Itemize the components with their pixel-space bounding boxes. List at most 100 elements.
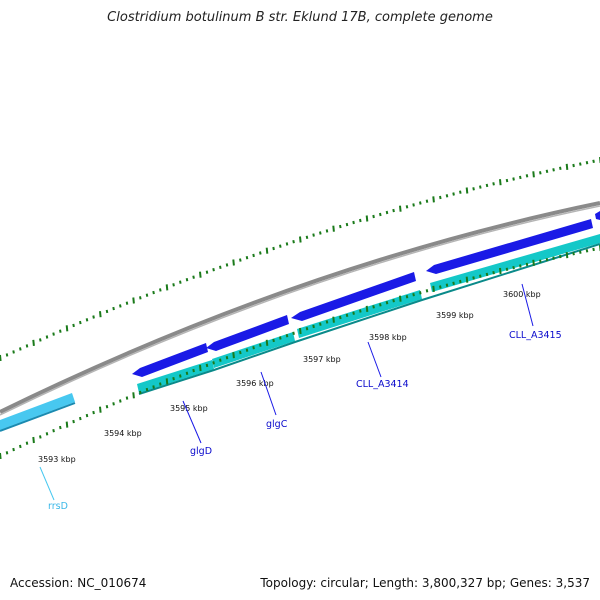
inner-tick-mark <box>132 392 135 399</box>
map-title: Clostridium botulinum B str. Eklund 17B,… <box>107 10 493 25</box>
rrna-features <box>0 393 76 432</box>
outer-tick-mark <box>545 169 549 173</box>
outer-tick-mark <box>445 194 449 198</box>
inner-tick-mark <box>0 452 2 460</box>
outer-tick-mark <box>492 182 495 186</box>
feature-glgC-forward[interactable] <box>206 315 289 351</box>
feature-cyan-4[interactable] <box>430 234 600 292</box>
outer-tick-mark <box>592 159 595 163</box>
inner-tick-mark <box>565 252 569 259</box>
inner-tick-mark <box>332 316 335 323</box>
inner-tick-mark <box>225 356 229 360</box>
outer-tick-mark <box>192 275 195 279</box>
feature-edge-forward[interactable] <box>595 211 600 220</box>
outer-tick-mark <box>72 323 75 328</box>
outer-tick-mark <box>52 332 55 336</box>
feature-CLL_A3415-forward[interactable] <box>426 219 593 274</box>
outer-tick-mark <box>252 253 255 258</box>
outer-tick-mark <box>379 212 382 217</box>
inner-tick-mark <box>105 405 109 409</box>
inner-tick-mark <box>479 274 482 278</box>
inner-tick-marks <box>0 245 600 460</box>
inner-tick-mark <box>119 399 122 403</box>
outer-tick-mark <box>539 171 542 175</box>
leader-glgC <box>260 371 277 416</box>
inner-tick-mark <box>385 301 389 305</box>
feature-glgD-forward[interactable] <box>132 343 208 377</box>
backbone-shadow <box>0 205 600 416</box>
inner-tick-mark <box>552 256 555 260</box>
outer-tick-mark <box>265 247 269 254</box>
gene-label-glgD[interactable]: glgD <box>190 446 212 457</box>
inner-tick-mark <box>239 350 242 355</box>
inner-tick-mark <box>492 271 495 275</box>
inner-tick-mark <box>539 259 542 263</box>
inner-tick-mark <box>345 313 349 317</box>
inner-tick-mark <box>32 436 35 444</box>
outer-tick-mark <box>125 301 129 305</box>
outer-tick-mark <box>259 251 262 255</box>
outer-tick-mark <box>279 244 282 248</box>
inner-tick-mark <box>485 272 489 277</box>
inner-tick-mark <box>452 281 455 285</box>
feature-cyan-3[interactable] <box>297 290 422 338</box>
gene-label-CLL_A3415[interactable]: CLL_A3415 <box>509 330 562 341</box>
outer-tick-mark <box>172 283 175 287</box>
inner-tick-mark <box>212 361 215 365</box>
outer-tick-mark <box>352 220 355 225</box>
forward-strand-features <box>132 211 600 377</box>
tick-label: 3596 kbp <box>236 379 274 388</box>
outer-tick-mark <box>579 162 582 166</box>
outer-tick-mark <box>185 278 189 282</box>
feature-rrsD[interactable] <box>0 393 75 430</box>
inner-tick-mark <box>92 410 95 415</box>
inner-tick-mark <box>559 254 562 259</box>
gene-label-glgC[interactable]: glgC <box>266 419 288 430</box>
inner-tick-mark <box>519 264 522 268</box>
outer-tick-mark <box>285 242 289 246</box>
outer-tick-mark <box>459 190 462 194</box>
outer-tick-mark <box>305 235 309 239</box>
feature-cyan-2[interactable] <box>212 332 295 368</box>
outer-tick-mark <box>399 205 402 212</box>
feature-cyan-1[interactable] <box>137 360 214 393</box>
gene-label-rrsD[interactable]: rrsD <box>48 501 68 512</box>
inner-tick-mark <box>339 315 342 320</box>
inner-tick-mark <box>472 276 475 280</box>
inner-tick-mark <box>305 327 309 331</box>
genome-backbone <box>0 201 600 414</box>
inner-tick-mark <box>5 451 9 455</box>
inner-tick-mark <box>65 421 69 428</box>
outer-tick-mark <box>532 171 535 178</box>
inner-tick-mark <box>299 327 302 335</box>
outer-tick-mark <box>199 271 202 278</box>
inner-tick-mark <box>499 267 502 275</box>
outer-tick-mark <box>245 256 249 260</box>
outer-tick-mark <box>465 187 469 194</box>
outer-tick-mark <box>132 297 135 304</box>
inner-tick-mark <box>185 371 189 375</box>
inner-tick-mark <box>285 334 289 338</box>
outer-tick-mark <box>339 224 342 229</box>
tick-label: 3595 kbp <box>170 404 208 413</box>
gene-label-CLL_A3414[interactable]: CLL_A3414 <box>356 379 409 390</box>
inner-tick-mark <box>59 425 62 430</box>
outer-tick-mark <box>412 203 415 207</box>
tick-label: 3599 kbp <box>436 311 474 320</box>
outer-tick-mark <box>425 199 429 203</box>
inner-tick-mark <box>172 377 175 381</box>
gene-labels: rrsD glgD glgC CLL_A3414 CLL_A3415 <box>48 330 562 512</box>
inner-tick-mark <box>45 432 49 436</box>
outer-tick-mark <box>419 201 422 205</box>
inner-tick-mark <box>365 305 369 312</box>
feature-CLL_A3414-forward[interactable] <box>291 272 416 321</box>
leader-CLL_A3414 <box>367 341 382 378</box>
outer-tick-mark <box>485 183 489 188</box>
outer-tick-mark <box>299 236 302 243</box>
outer-tick-mark <box>239 258 242 262</box>
outer-tick-mark <box>512 177 515 181</box>
reverse-strand-features <box>137 234 600 395</box>
inner-tick-mark <box>439 285 442 289</box>
inner-tick-mark <box>405 295 409 299</box>
inner-tick-mark <box>72 419 75 424</box>
